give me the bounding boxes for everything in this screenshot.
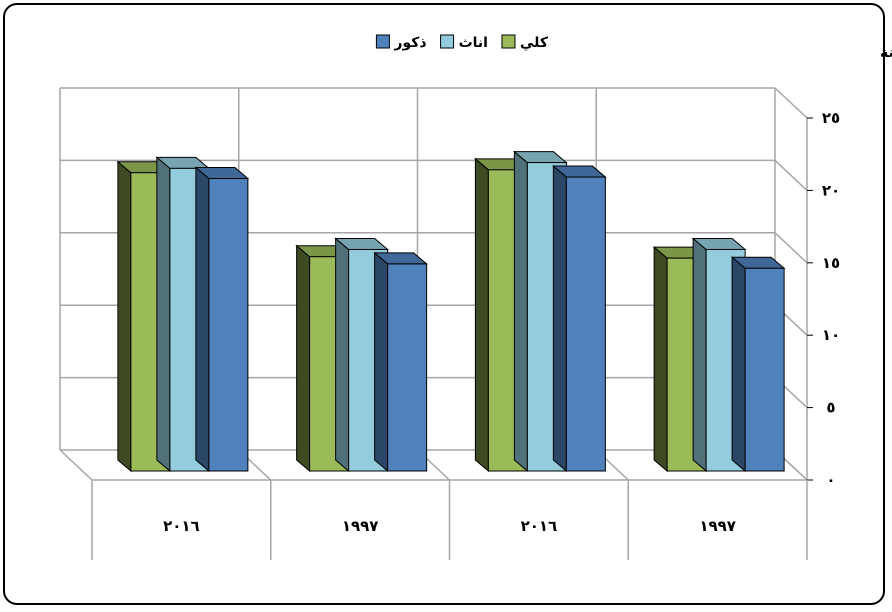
- axis-layer: ٠ ٥ ١٠ ١٥ ٢٠ ٢٥ ٢٠١٦ ١٩٩٧ ٢٠١٦ ١٩٩٧: [91, 109, 840, 560]
- bar-side: [117, 160, 132, 473]
- legend: كلي اناث ذكور: [375, 34, 549, 51]
- legend-label: ذكور: [393, 35, 426, 51]
- y-tick-label: ٢٥: [822, 109, 840, 127]
- legend-label: اناث: [459, 35, 488, 51]
- bar: [208, 178, 249, 472]
- y-tick-label: ١٥: [822, 254, 840, 272]
- bar-side: [195, 166, 210, 473]
- x-tick-label: ١٩٩٧: [699, 517, 736, 535]
- bar-side: [692, 237, 707, 473]
- side-gridline: [774, 159, 808, 191]
- y-tick-label: ١٠: [822, 326, 840, 344]
- bar-side: [156, 156, 171, 473]
- legend-label: كلي: [520, 35, 549, 51]
- bar-side: [374, 251, 389, 473]
- y-tick-label: ٠: [826, 471, 835, 489]
- x-tick-label: ٢٠١٦: [163, 517, 200, 535]
- bars-layer: [116, 150, 786, 473]
- legend-swatch: [375, 34, 390, 49]
- x-tick-label: ٢٠١٦: [521, 517, 558, 535]
- bar-side: [653, 246, 668, 473]
- y-axis-label: العمر الوسيط/ سنة: [880, 45, 892, 61]
- legend-swatch: [501, 34, 516, 49]
- x-tick-label: ١٩٩٧: [342, 517, 379, 535]
- bar-side: [513, 150, 528, 473]
- bar: [744, 267, 785, 472]
- y-tick-label: ٥: [826, 399, 835, 417]
- bar-side: [731, 256, 746, 473]
- bar: [387, 263, 428, 472]
- bar-side: [296, 244, 311, 473]
- legend-swatch: [440, 34, 455, 49]
- bar-side: [335, 237, 350, 473]
- bar: [565, 176, 606, 472]
- side-gridline: [774, 232, 808, 264]
- bar-side: [474, 157, 489, 473]
- floor-line: [59, 449, 93, 481]
- side-gridline: [774, 87, 808, 119]
- bar-side: [552, 164, 567, 473]
- y-tick-label: ٢٠: [822, 181, 840, 199]
